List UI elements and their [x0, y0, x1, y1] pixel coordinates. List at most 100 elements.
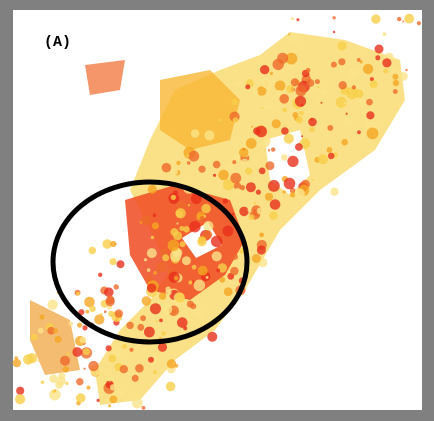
- burn-speck: [156, 262, 167, 273]
- burn-speck: [259, 168, 266, 175]
- burn-speck: [366, 99, 373, 106]
- burn-speck: [37, 360, 39, 362]
- burn-speck: [318, 154, 328, 164]
- map-figure: (A): [0, 0, 434, 421]
- burn-speck: [53, 328, 58, 333]
- burn-speck: [213, 161, 221, 169]
- burn-speck: [341, 139, 348, 146]
- burn-speck: [189, 281, 193, 285]
- region-red: [85, 60, 125, 95]
- burn-speck: [251, 126, 253, 128]
- burn-speck: [49, 374, 58, 383]
- burn-speck: [153, 370, 157, 374]
- burn-speck: [338, 41, 347, 50]
- burn-speck: [266, 139, 271, 144]
- burn-speck: [147, 268, 151, 272]
- burn-speck: [171, 195, 176, 200]
- burn-speck: [174, 276, 178, 280]
- burn-speck: [77, 323, 82, 328]
- burn-speck: [245, 84, 250, 89]
- burn-speck: [89, 247, 97, 255]
- burn-speck: [390, 67, 397, 74]
- burn-speck: [183, 326, 187, 330]
- burn-speck: [295, 188, 305, 198]
- burn-speck: [110, 396, 118, 404]
- burn-speck: [405, 69, 407, 71]
- burn-speck: [270, 199, 281, 210]
- burn-speck: [105, 297, 114, 306]
- burn-speck: [301, 135, 303, 137]
- panel-label: (A): [44, 34, 71, 51]
- burn-speck: [328, 153, 335, 160]
- burn-speck: [353, 93, 356, 96]
- burn-speck: [52, 390, 55, 393]
- burn-speck: [212, 251, 222, 261]
- burn-speck: [299, 111, 304, 116]
- burn-speck: [60, 356, 70, 366]
- burn-speck: [200, 216, 205, 221]
- burn-speck: [206, 276, 209, 279]
- burn-speck: [166, 317, 170, 321]
- burn-speck: [13, 359, 21, 367]
- burn-speck: [272, 119, 281, 128]
- burn-speck: [192, 265, 197, 270]
- burn-speck: [295, 143, 303, 151]
- burn-speck: [204, 130, 214, 140]
- burn-speck: [76, 378, 83, 385]
- burn-speck: [219, 277, 225, 283]
- burn-speck: [370, 80, 378, 88]
- burn-speck: [55, 336, 62, 343]
- burn-speck: [151, 236, 154, 239]
- burn-speck: [366, 111, 374, 119]
- burn-speck: [108, 311, 114, 317]
- burn-speck: [321, 89, 328, 96]
- burn-speck: [263, 101, 273, 111]
- burn-speck: [147, 283, 156, 292]
- burn-speck: [392, 74, 398, 80]
- burn-speck: [383, 32, 387, 36]
- burn-speck: [104, 287, 114, 297]
- burn-speck: [257, 208, 264, 215]
- burn-speck: [76, 393, 86, 403]
- burn-speck: [83, 368, 85, 370]
- burn-speck: [180, 241, 186, 247]
- burn-speck: [165, 290, 171, 296]
- burn-speck: [174, 364, 178, 368]
- burn-speck: [198, 166, 205, 173]
- burn-speck: [230, 173, 241, 184]
- burn-speck: [300, 104, 303, 107]
- burn-speck: [182, 256, 191, 265]
- burn-speck: [218, 119, 222, 123]
- burn-speck: [321, 102, 323, 104]
- burn-speck: [288, 33, 299, 44]
- burn-speck: [140, 315, 146, 321]
- burn-speck: [120, 365, 128, 373]
- burn-speck: [170, 228, 178, 236]
- burn-speck: [213, 174, 216, 177]
- burn-speck: [175, 208, 185, 218]
- burn-speck: [65, 382, 68, 385]
- burn-speck: [330, 188, 338, 196]
- burn-speck: [277, 53, 288, 64]
- burn-speck: [357, 130, 361, 134]
- burn-speck: [284, 178, 296, 190]
- burn-speck: [150, 303, 161, 314]
- burn-speck: [239, 207, 249, 217]
- burn-speck: [355, 89, 364, 98]
- burn-speck: [363, 64, 373, 74]
- burn-speck: [307, 79, 315, 87]
- burn-speck: [348, 67, 359, 78]
- burn-speck: [63, 366, 69, 372]
- burn-speck: [327, 125, 333, 131]
- burn-speck: [15, 394, 25, 404]
- burn-speck: [201, 204, 211, 214]
- burn-speck: [162, 254, 169, 261]
- burn-speck: [152, 222, 159, 229]
- burn-speck: [161, 331, 166, 336]
- burn-speck: [252, 155, 260, 163]
- burn-speck: [176, 222, 178, 224]
- burn-speck: [232, 160, 236, 164]
- burn-speck: [339, 81, 347, 89]
- burn-speck: [344, 102, 346, 104]
- burn-speck: [260, 65, 269, 74]
